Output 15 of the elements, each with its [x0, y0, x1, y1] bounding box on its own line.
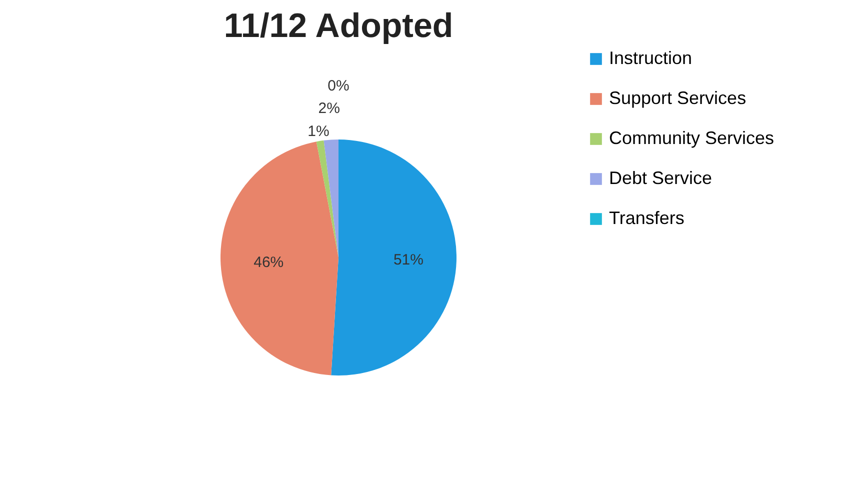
data-label: 1%	[308, 123, 330, 140]
pie-slice	[331, 140, 456, 376]
data-label: 46%	[254, 254, 284, 271]
legend-label: Community Services	[609, 128, 774, 148]
legend-label: Transfers	[609, 208, 684, 228]
text: 0%	[328, 78, 350, 94]
pie-slice	[324, 140, 338, 258]
data-label: 2%	[318, 100, 340, 117]
legend-label: Support Services	[609, 88, 746, 108]
data-label: 51%	[393, 252, 424, 269]
pie-slice	[316, 140, 338, 258]
chart-title: 11/12 Adopted	[224, 7, 454, 45]
legend-label: Instruction	[609, 48, 692, 68]
pie-slice	[220, 142, 338, 376]
legend-label: Debt Service	[609, 168, 712, 188]
